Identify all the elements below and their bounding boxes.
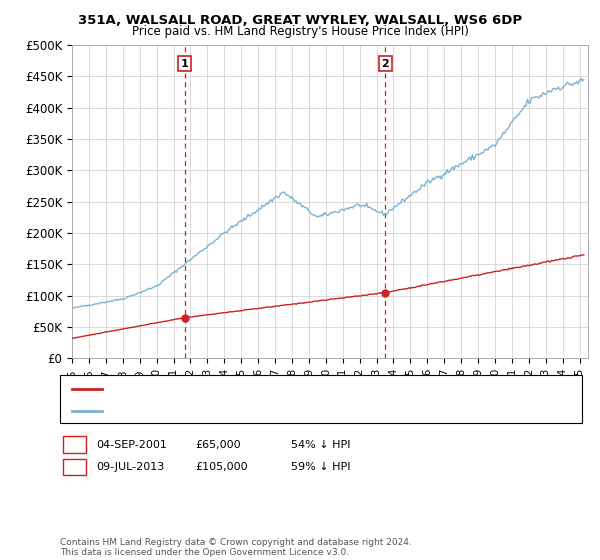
Text: 2: 2	[71, 462, 78, 472]
Text: 351A, WALSALL ROAD, GREAT WYRLEY, WALSALL, WS6 6DP (detached house): 351A, WALSALL ROAD, GREAT WYRLEY, WALSAL…	[108, 384, 514, 394]
Text: 54% ↓ HPI: 54% ↓ HPI	[291, 440, 350, 450]
Text: 1: 1	[181, 59, 189, 69]
Text: Contains HM Land Registry data © Crown copyright and database right 2024.
This d: Contains HM Land Registry data © Crown c…	[60, 538, 412, 557]
Text: 04-SEP-2001: 04-SEP-2001	[96, 440, 167, 450]
Text: 2: 2	[382, 59, 389, 69]
Text: 59% ↓ HPI: 59% ↓ HPI	[291, 462, 350, 472]
Text: 09-JUL-2013: 09-JUL-2013	[96, 462, 164, 472]
Text: HPI: Average price, detached house, South Staffordshire: HPI: Average price, detached house, Sout…	[108, 406, 402, 416]
Text: £65,000: £65,000	[195, 440, 241, 450]
Text: 1: 1	[71, 440, 78, 450]
Text: £105,000: £105,000	[195, 462, 248, 472]
Text: 351A, WALSALL ROAD, GREAT WYRLEY, WALSALL, WS6 6DP: 351A, WALSALL ROAD, GREAT WYRLEY, WALSAL…	[78, 14, 522, 27]
Text: Price paid vs. HM Land Registry's House Price Index (HPI): Price paid vs. HM Land Registry's House …	[131, 25, 469, 38]
